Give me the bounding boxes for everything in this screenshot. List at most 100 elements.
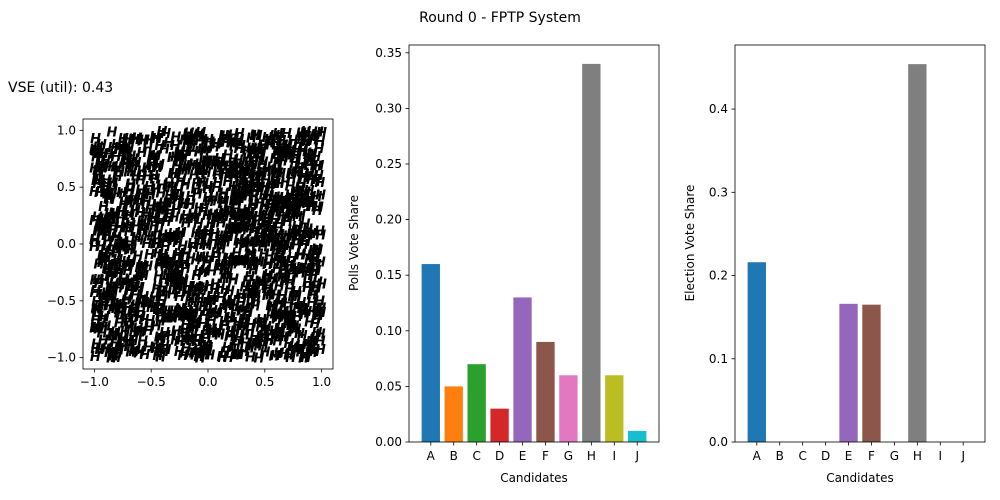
voter-marker: H [227,220,238,235]
voter-marker: H [166,305,177,320]
voter-marker: H [166,181,177,196]
voter-marker: H [164,263,175,278]
voter-marker: H [90,314,101,329]
election-y-tick-label: 0.2 [709,269,728,283]
voter-marker: H [154,217,165,232]
polls-bar-J [628,430,647,442]
voter-marker: H [217,351,228,366]
voter-marker: H [306,130,317,145]
voter-marker: H [199,264,210,279]
voter-marker: H [313,126,324,141]
voter-marker: H [239,254,250,269]
voter-marker: H [126,243,137,258]
voter-marker: H [91,174,102,189]
voter-marker: H [299,168,310,183]
voter-marker: H [256,335,267,350]
voter-marker: H [246,148,257,163]
voter-marker: H [129,277,140,292]
voter-marker: H [244,324,255,339]
voter-marker: H [110,208,121,223]
voter-marker: H [262,131,273,146]
voter-marker: H [232,316,243,331]
voter-marker: H [303,154,314,169]
voter-marker: H [168,259,179,274]
voter-marker: H [169,273,180,288]
voter-marker: H [170,264,181,279]
voter-marker: H [268,301,279,316]
voter-marker: H [272,193,283,208]
voter-marker: H [108,207,119,222]
voter-marker: H [128,310,139,325]
voter-marker: H [173,146,184,161]
voter-marker: H [295,181,306,196]
voter-marker: H [257,139,268,154]
voter-marker: H [152,201,163,216]
voter-marker: H [125,156,136,171]
voter-marker: H [222,295,233,310]
voter-marker: H [128,159,139,174]
voter-marker: H [146,159,157,174]
voter-marker: H [246,146,257,161]
voter-marker: H [116,301,127,316]
voter-marker: H [260,173,271,188]
voter-marker: H [315,135,326,150]
voter-marker: H [286,268,297,283]
voter-marker: H [279,276,290,291]
election-bar-A [747,262,766,442]
voter-marker: H [240,301,251,316]
voter-marker: H [310,247,321,262]
voter-marker: H [149,149,160,164]
voter-marker: H [159,142,170,157]
voter-marker: H [250,167,261,182]
voter-marker: H [139,218,150,233]
voter-marker: H [89,162,100,177]
voter-marker: H [138,269,149,284]
voter-marker: H [298,304,309,319]
voter-marker: H [155,309,166,324]
polls-y-tick-label: 0.25 [375,157,402,171]
voter-marker: H [121,259,132,274]
voter-marker: H [96,138,107,153]
voter-marker: H [117,235,128,250]
polls-bar-E [513,297,532,442]
voter-marker: H [104,207,115,222]
voter-marker: H [290,205,301,220]
voter-marker: H [314,176,325,191]
voter-marker: H [272,262,283,277]
voter-marker: H [89,286,100,301]
voter-marker: H [262,224,273,239]
voter-marker: H [273,147,284,162]
voter-marker: H [179,257,190,272]
voter-marker: H [297,185,308,200]
voter-marker: H [239,183,250,198]
voter-marker: H [312,243,323,258]
voter-marker: H [101,287,112,302]
voter-marker: H [95,343,106,358]
voter-marker: H [296,225,307,240]
voter-marker: H [163,231,174,246]
voter-marker: H [134,311,145,326]
voter-marker: H [198,309,209,324]
voter-marker: H [170,167,181,182]
voter-marker: H [212,169,223,184]
voter-marker: H [256,235,267,250]
voter-marker: H [273,196,284,211]
voter-marker: H [289,189,300,204]
voter-marker: H [191,346,202,361]
voter-marker: H [193,129,204,144]
voter-marker: H [191,335,202,350]
voter-marker: H [152,303,163,318]
voter-marker: H [287,142,298,157]
voter-marker: H [222,251,233,266]
voter-marker: H [262,215,273,230]
voter-marker: H [294,134,305,149]
voter-marker: H [143,169,154,184]
voter-marker: H [99,299,110,314]
voter-marker: H [99,293,110,308]
voter-marker: H [240,208,251,223]
voter-marker: H [171,249,182,264]
voter-marker: H [239,210,250,225]
voter-marker: H [181,342,192,357]
voter-marker: H [123,165,134,180]
